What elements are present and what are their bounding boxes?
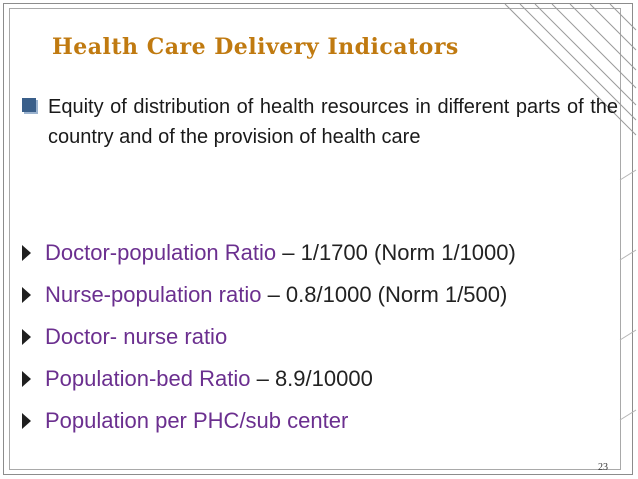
indicator-list: Doctor-population Ratio – 1/1700 (Norm 1… xyxy=(16,232,516,442)
list-item: Nurse-population ratio – 0.8/1000 (Norm … xyxy=(16,274,516,316)
intro-text: Equity of distribution of health resourc… xyxy=(48,96,618,148)
list-item: Doctor- nurse ratio xyxy=(16,316,516,358)
slide-title: Health Care Delivery Indicators xyxy=(52,34,459,60)
indicator-label: Nurse-population ratio xyxy=(45,282,262,307)
indicator-value: – 0.8/1000 (Norm 1/500) xyxy=(261,282,508,307)
triangle-bullet-icon xyxy=(22,371,31,387)
slide-number: 23 xyxy=(598,462,608,473)
indicator-value: – 8.9/10000 xyxy=(250,366,373,391)
indicator-label: Population-bed Ratio xyxy=(45,366,251,391)
list-item: Population-bed Ratio – 8.9/10000 xyxy=(16,358,516,400)
slide-frame-inner xyxy=(9,8,621,470)
slide-frame-outer xyxy=(3,3,633,475)
square-bullet-icon xyxy=(22,98,36,112)
indicator-label: Doctor- nurse ratio xyxy=(45,324,228,349)
triangle-bullet-icon xyxy=(22,287,31,303)
triangle-bullet-icon xyxy=(22,329,31,345)
triangle-bullet-icon xyxy=(22,413,31,429)
triangle-bullet-icon xyxy=(22,245,31,261)
list-item: Population per PHC/sub center xyxy=(16,400,516,442)
intro-point: Equity of distribution of health resourc… xyxy=(18,92,618,152)
indicator-value: – 1/1700 (Norm 1/1000) xyxy=(276,240,516,265)
indicator-label: Doctor-population Ratio xyxy=(45,240,277,265)
list-item: Doctor-population Ratio – 1/1700 (Norm 1… xyxy=(16,232,516,274)
indicator-label: Population per PHC/sub center xyxy=(45,408,349,433)
